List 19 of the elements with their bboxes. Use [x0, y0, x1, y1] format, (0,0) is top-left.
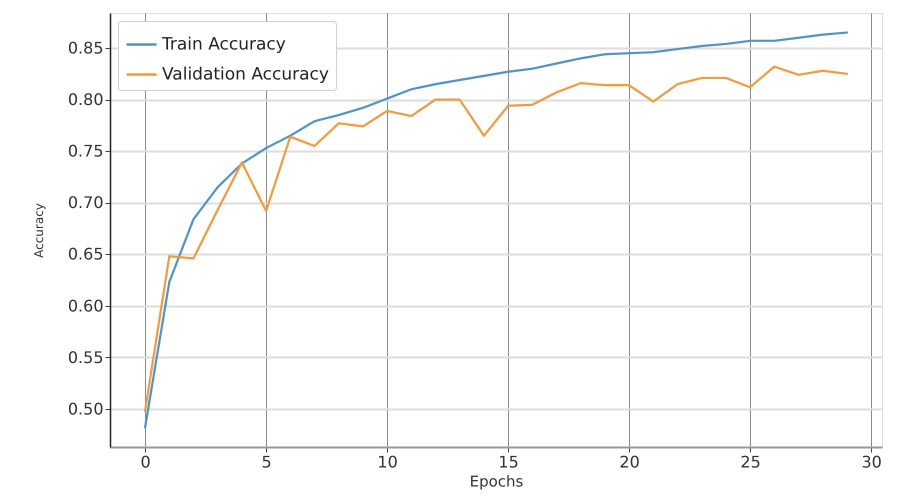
y-tick-label: 0.50: [68, 399, 104, 418]
y-tick-label: 0.65: [68, 244, 104, 264]
x-tick-label: 25: [740, 452, 761, 472]
x-tick-label: 15: [498, 452, 519, 472]
x-tick-label: 20: [619, 452, 640, 472]
x-tick-label: 5: [262, 452, 272, 472]
x-tick-label: 10: [377, 452, 398, 472]
y-tick-label: 0.80: [68, 90, 104, 110]
y-tick-label: 0.85: [68, 38, 104, 58]
y-tick-label: 0.60: [68, 296, 104, 316]
y-tick-label: 0.70: [68, 193, 104, 212]
legend-label: Train Accuracy: [161, 34, 286, 54]
x-tick-label: 0: [140, 452, 151, 472]
legend-label: Validation Accuracy: [162, 64, 329, 84]
y-tick-label: 0.75: [68, 142, 104, 161]
x-axis-title: Epochs: [470, 472, 524, 490]
y-axis-title: Accuracy: [32, 203, 46, 258]
x-tick-label: 30: [861, 452, 882, 472]
y-tick-label: 0.55: [68, 348, 104, 367]
